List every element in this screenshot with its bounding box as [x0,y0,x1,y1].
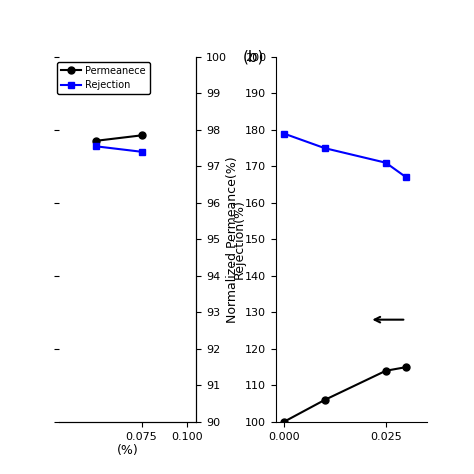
Rejection [93,144,99,149]
Line: Rejection: Rejection [92,143,145,155]
Line: Permeanece: Permeanece [92,132,145,144]
Rejection [139,149,145,155]
Permeanece [93,138,99,144]
Permeanece [139,133,145,138]
Legend: Permeanece, Rejection: Permeanece, Rejection [57,62,150,94]
Text: (b): (b) [243,50,264,64]
X-axis label: (%): (%) [117,444,139,457]
Y-axis label: Normalized Permeance(%): Normalized Permeance(%) [226,156,239,323]
Y-axis label: Rejection(%): Rejection(%) [233,200,246,279]
